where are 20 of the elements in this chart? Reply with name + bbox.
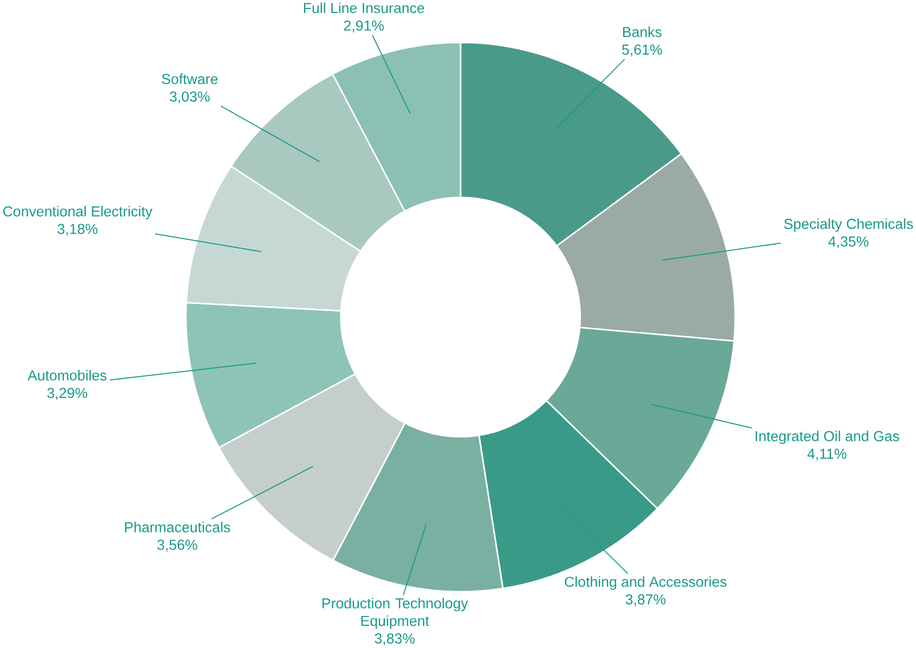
slice-label: Banks (623, 26, 662, 38)
data-label: 3,03% (170, 92, 210, 104)
slice-label: Production Technology Equipment (322, 598, 468, 629)
data-label: 3,29% (47, 388, 88, 400)
data-label: 3,87% (626, 594, 666, 606)
data-label: 5,61% (622, 44, 662, 57)
slice-label: Integrated Oil and Gas (756, 430, 900, 444)
data-label: 4,11% (807, 448, 846, 461)
data-label: 3,56% (157, 540, 198, 552)
data-label: 2,91% (344, 20, 384, 32)
slice-label: Software (162, 74, 218, 84)
slice-label: Full Line Insurance (304, 2, 424, 14)
data-label: 3,83% (374, 633, 415, 646)
data-label: 4,35% (828, 236, 868, 248)
slice-label: Automobiles (28, 370, 106, 381)
slice-label: Specialty Chemicals (784, 218, 913, 232)
slice-label: Conventional Electricity (3, 206, 152, 220)
slice-label: Clothing and Accessories (564, 576, 726, 590)
slice-label: Pharmaceuticals (125, 522, 230, 532)
data-label: 3,18% (58, 224, 98, 236)
